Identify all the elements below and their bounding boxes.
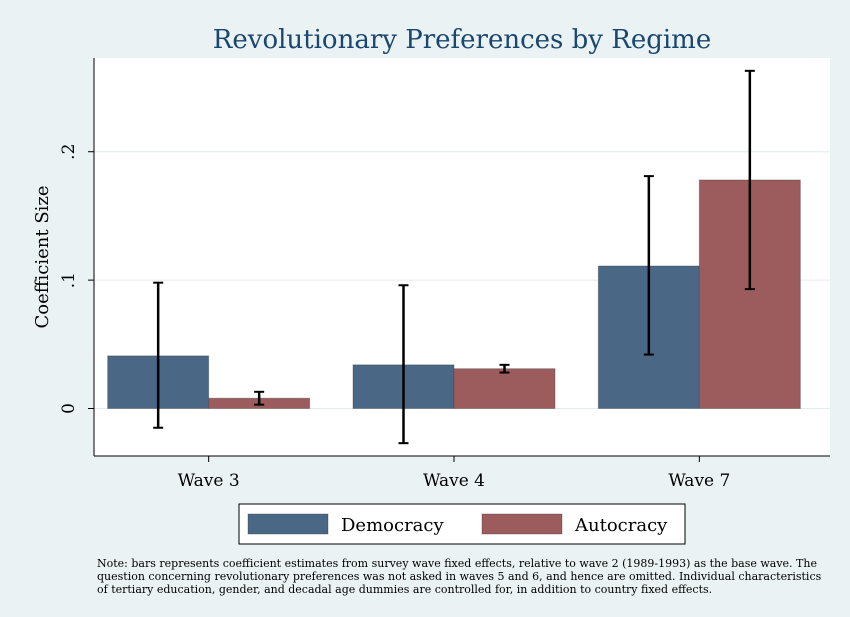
- bar-autocracy-2: [453, 368, 556, 409]
- x-ticks: Wave 3 Wave 4 Wave 7: [178, 456, 730, 491]
- legend-label-autocracy: Autocracy: [574, 515, 668, 536]
- y-tick-label: 0: [59, 403, 79, 414]
- x-tick-label: Wave 3: [178, 471, 240, 491]
- chart-title: Revolutionary Preferences by Regime: [213, 25, 711, 55]
- y-tick-label: .1: [59, 272, 79, 288]
- legend-label-democracy: Democracy: [341, 515, 444, 536]
- error-bars: [153, 69, 755, 445]
- x-tick-label: Wave 4: [423, 471, 485, 491]
- error-bar-democracy-2: [398, 284, 409, 445]
- error-bar-autocracy-2: [499, 363, 510, 374]
- x-tick-label: Wave 7: [668, 471, 730, 491]
- error-bar-democracy-1: [153, 281, 164, 429]
- legend-swatch-autocracy: [481, 513, 563, 535]
- error-bar-autocracy-1: [254, 390, 265, 406]
- legend-swatch-democracy: [247, 513, 329, 535]
- y-axis-title: Coefficient Size: [32, 185, 53, 328]
- error-bar-democracy-3: [643, 175, 654, 356]
- chart-note: Note: bars represents coefficient estima…: [97, 557, 822, 596]
- error-bar-autocracy-3: [744, 69, 755, 291]
- y-tick-label: .2: [59, 144, 79, 160]
- legend: Democracy Autocracy: [238, 503, 686, 545]
- y-ticks: 0 .1 .2: [59, 144, 94, 414]
